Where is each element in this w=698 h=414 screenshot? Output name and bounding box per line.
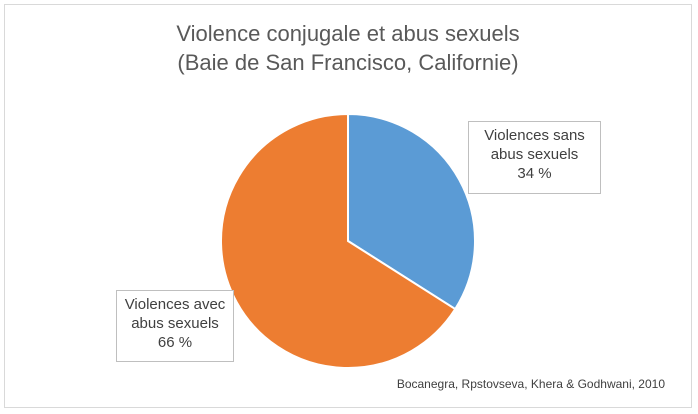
callout-label-line-1: Violences sans: [484, 127, 585, 144]
chart-title-line-1: Violence conjugale et abus sexuels: [176, 21, 520, 46]
pie-slice-violences-avec-abus: [220, 112, 457, 369]
source-note: Bocanegra, Rpstovseva, Khera & Godhwani,…: [396, 377, 665, 391]
chart-title: Violence conjugale et abus sexuels (Baie…: [5, 19, 691, 77]
pie-chart: [220, 112, 476, 369]
callout-violences-avec-abus: Violences avec abus sexuels 66 %: [116, 290, 234, 362]
chart-title-line-2: (Baie de San Francisco, Californie): [177, 50, 519, 75]
callout-label-line-2: abus sexuels: [490, 146, 579, 163]
callout-violences-sans-abus: Violences sans abus sexuels 34 %: [468, 121, 601, 194]
chart-area: Violence conjugale et abus sexuels (Baie…: [4, 4, 692, 408]
callout-label-line-2: abus sexuels: [131, 315, 219, 332]
callout-value: 66 %: [157, 334, 193, 351]
callout-value: 34 %: [517, 165, 552, 182]
callout-label-line-1: Violences avec: [124, 296, 226, 313]
